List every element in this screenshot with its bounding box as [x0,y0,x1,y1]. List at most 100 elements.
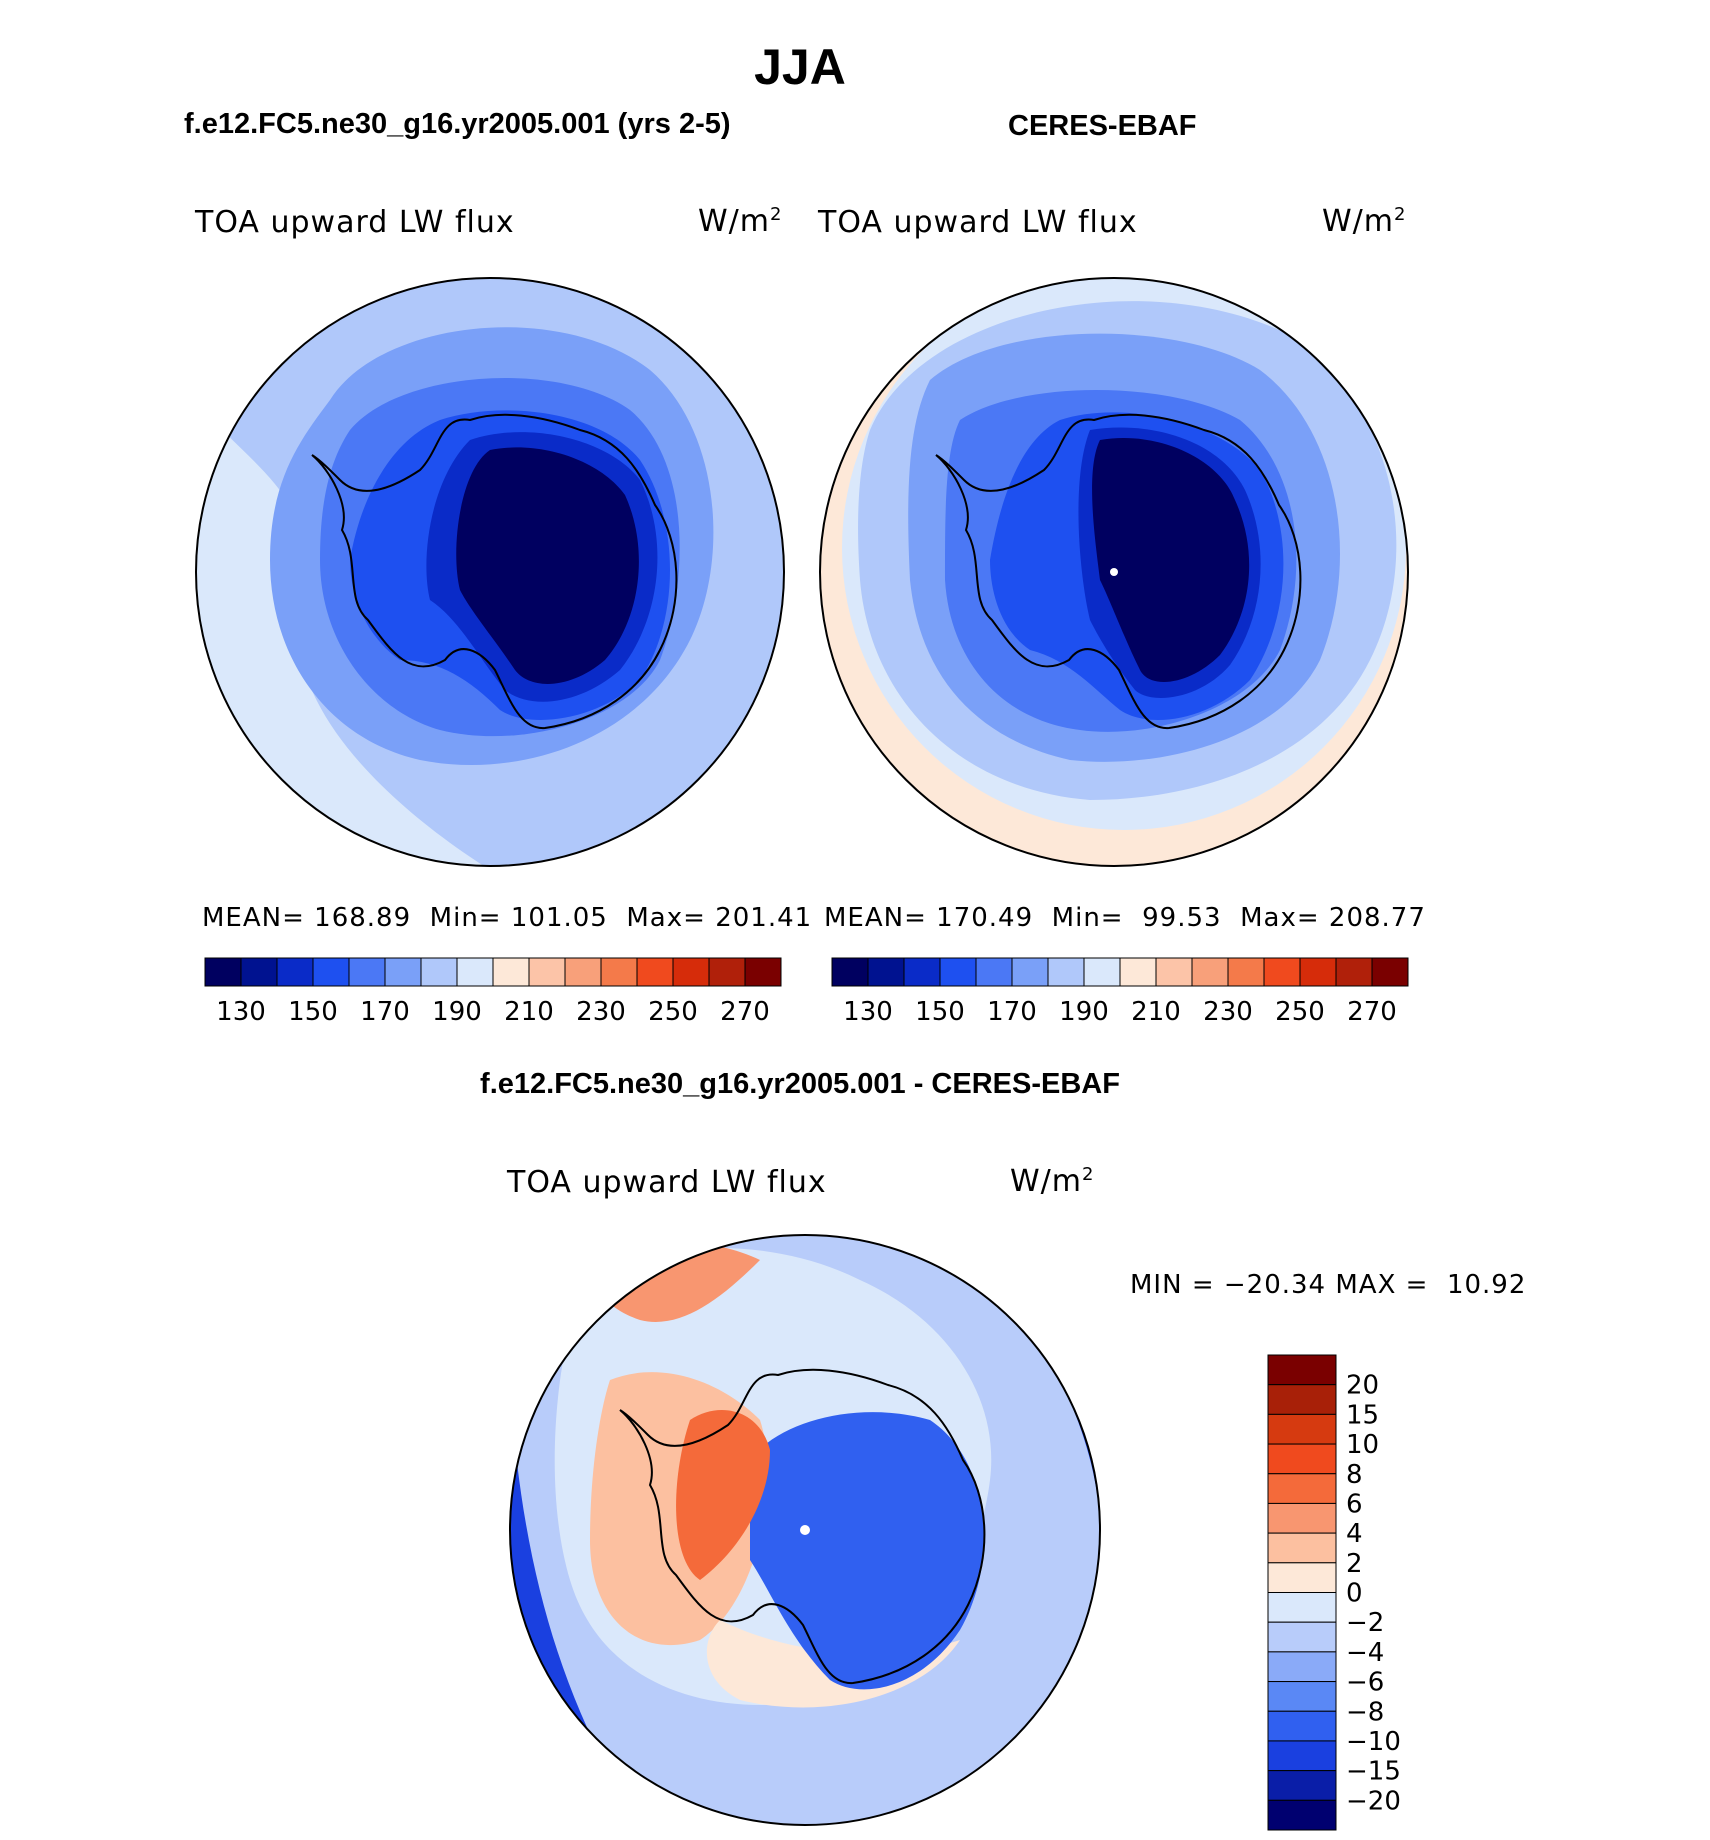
diff-colorbar-tick-label: 10 [1346,1430,1379,1460]
model-ring-200 [196,400,490,866]
diff-colorbar-tick-label: −8 [1346,1697,1384,1727]
obs-var-label: TOA upward LW flux [818,205,1138,240]
diff-colorbar-box [1267,1413,1337,1445]
diff-colorbar-tick-label: 6 [1346,1489,1363,1519]
diff-colorbar-tick-label: 8 [1346,1460,1363,1490]
model-colorbar-tick-label: 150 [288,997,338,1027]
diff-colorbar-tick-label: 0 [1346,1579,1363,1609]
obs-coastline [935,413,1302,730]
diff-colorbar-box [1267,1384,1337,1415]
diff-colorbar-tick-label: −4 [1346,1638,1384,1668]
diff-colorbar-box [1267,1799,1337,1831]
model-colorbar-tick-label: 130 [216,997,266,1027]
diff-colorbar-tick-label: 2 [1346,1549,1363,1579]
model-panel-header: f.e12.FC5.ne30_g16.yr2005.001 (yrs 2-5) [184,108,731,140]
diff-panel-header: f.e12.FC5.ne30_g16.yr2005.001 - CERES-EB… [480,1068,1120,1100]
model-colorbar-tick-label: 250 [648,997,698,1027]
obs-colorbar-box [1263,957,1301,987]
model-colorbar-box [600,957,638,987]
obs-colorbar: 130 150 170 190 210 230 250 270 [831,957,1409,1027]
diff-map [510,1235,1100,1825]
model-units-label: W/m2 [698,204,783,239]
obs-map [820,278,1408,866]
model-colorbar-tick-label: 210 [504,997,554,1027]
diff-units-label: W/m2 [1010,1164,1095,1199]
obs-colorbar-box [1119,957,1157,987]
diff-colorbar-box [1267,1681,1337,1712]
obs-colorbar-tick-label: 170 [987,997,1037,1027]
obs-colorbar-box [831,957,869,987]
model-colorbar-tick-label: 190 [432,997,482,1027]
model-colorbar-box [204,957,242,987]
obs-stats: MEAN= 170.49 Min= 99.53 Max= 208.77 [824,903,1426,933]
model-colorbar-box [528,957,566,987]
obs-colorbar-tick-label: 190 [1059,997,1109,1027]
model-colorbar: 130 150 170 190 210 230 250 270 [204,957,782,1027]
diff-colorbar-tick-label: −20 [1346,1786,1401,1816]
obs-colorbar-box [1155,957,1193,987]
diff-colorbar-box [1267,1592,1337,1623]
obs-colorbar-box [1083,957,1121,987]
obs-colorbar-tick-label: 130 [843,997,893,1027]
obs-colorbar-box [1047,957,1085,987]
diff-ice-negative [750,1412,984,1690]
diff-colorbar-box [1267,1621,1337,1653]
figure-title: JJA [754,39,846,95]
obs-colorbar-tick-label: 210 [1131,997,1181,1027]
diff-colorbar-tick-label: −6 [1346,1668,1384,1698]
diff-colorbar-box [1267,1710,1337,1742]
diff-colorbar-box [1267,1532,1337,1564]
diff-colorbar-box [1267,1502,1337,1534]
obs-colorbar-tick-label: 150 [915,997,965,1027]
diff-pole-point [800,1525,810,1535]
model-colorbar-tick-label: 170 [360,997,410,1027]
diff-colorbar-box [1267,1651,1337,1683]
model-ring-130 [456,447,639,684]
obs-colorbar-box [1299,957,1337,987]
obs-units-label: W/m2 [1322,204,1407,239]
diff-colorbar-tick-label: 20 [1346,1371,1379,1401]
diff-colorbar-box [1267,1443,1337,1475]
diff-coastline [619,1368,986,1685]
model-stats: MEAN= 168.89 Min= 101.05 Max= 201.41 [202,903,813,933]
obs-colorbar-box [1227,957,1265,987]
obs-colorbar-box [939,957,977,987]
obs-colorbar-box [1191,957,1229,987]
model-colorbar-box [564,957,602,987]
model-colorbar-box [672,957,710,987]
obs-pole-point [1110,568,1118,576]
model-colorbar-box [636,957,674,987]
obs-map-border [819,277,1409,867]
obs-ring-130 [1092,438,1250,682]
model-colorbar-box [744,957,782,987]
model-colorbar-box [312,957,350,987]
model-colorbar-tick-label: 230 [576,997,626,1027]
model-colorbar-box [348,957,386,987]
model-colorbar-box [276,957,314,987]
diff-colorbar-box [1267,1562,1337,1593]
model-var-label: TOA upward LW flux [195,205,515,240]
obs-colorbar-tick-label: 250 [1275,997,1325,1027]
diff-ice-positive [676,1410,770,1580]
obs-colorbar-box [1335,957,1373,987]
diff-colorbar-box [1267,1473,1337,1504]
model-map [196,278,784,866]
obs-colorbar-box [1371,957,1409,987]
obs-colorbar-tick-label: 230 [1203,997,1253,1027]
obs-colorbar-box [1011,957,1049,987]
diff-colorbar-box [1267,1354,1337,1386]
diff-colorbar-tick-label: 4 [1346,1519,1363,1549]
obs-colorbar-tick-label: 270 [1347,997,1397,1027]
diff-minmax: MIN = −20.34 MAX = 10.92 [1130,1270,1527,1300]
obs-colorbar-box [867,957,905,987]
model-colorbar-tick-label: 270 [720,997,770,1027]
obs-colorbar-box [903,957,941,987]
model-colorbar-box [420,957,458,987]
model-colorbar-box [456,957,494,987]
diff-colorbar-tick-label: −2 [1346,1608,1384,1638]
diff-colorbar-box [1267,1770,1337,1801]
model-coastline [311,413,678,730]
diff-colorbar-tick-label: 15 [1346,1400,1379,1430]
model-map-border [195,277,785,867]
